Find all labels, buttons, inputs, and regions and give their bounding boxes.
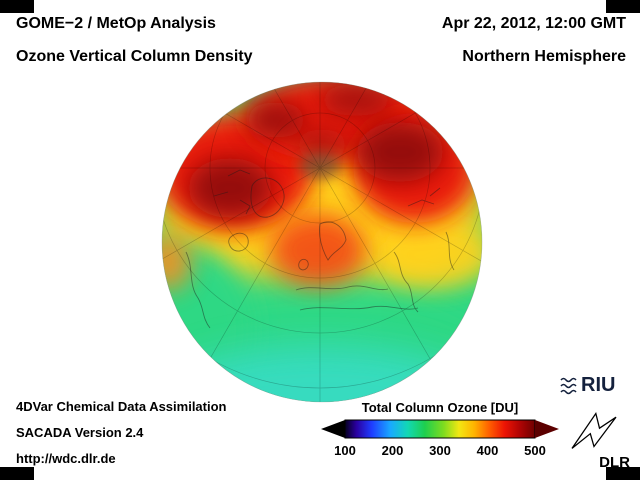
region-label: Northern Hemisphere xyxy=(462,48,626,65)
dlr-logo: DLR xyxy=(566,408,630,471)
pole-shading xyxy=(300,153,340,179)
corner-mark-top-right xyxy=(606,0,640,13)
ozone-high-europe xyxy=(270,214,366,286)
colorbar-left-arrow xyxy=(321,420,345,438)
riu-logo: RIU xyxy=(560,374,615,397)
quantity-title: Ozone Vertical Column Density xyxy=(16,48,253,65)
colorbar-ticks: 100 200 300 400 500 xyxy=(327,443,553,458)
datetime-label: Apr 22, 2012, 12:00 GMT xyxy=(441,15,626,32)
corner-mark-bottom-left xyxy=(0,467,34,480)
globe-limb xyxy=(161,81,483,403)
corner-mark-top-left xyxy=(0,0,34,13)
header-left: GOME−2 / MetOp Analysis Ozone Vertical C… xyxy=(16,14,253,80)
dlr-emblem-icon xyxy=(571,411,617,449)
colorbar-tick: 300 xyxy=(429,443,451,458)
riu-waves-icon xyxy=(560,377,577,394)
riu-logo-text: RIU xyxy=(581,374,616,396)
ozone-patch-left xyxy=(162,234,192,290)
assimilation-label: 4DVar Chemical Data Assimilation xyxy=(16,399,227,414)
colorbar-right-arrow xyxy=(535,420,559,438)
website-url: http://wdc.dlr.de xyxy=(16,451,116,466)
colorbar-tick: 500 xyxy=(524,443,546,458)
instrument-title: GOME−2 / MetOp Analysis xyxy=(16,15,216,32)
colorbar-tick: 100 xyxy=(334,443,356,458)
colorbar-title: Total Column Ozone [DU] xyxy=(361,400,519,415)
corner-mark-bottom-right xyxy=(606,467,640,480)
coastlines xyxy=(185,169,455,329)
dlr-logo-text: DLR xyxy=(599,454,630,471)
footer-credits: 4DVar Chemical Data Assimilation SACADA … xyxy=(16,399,227,477)
header-right: Apr 22, 2012, 12:00 GMT Northern Hemisph… xyxy=(442,14,626,80)
colorbar-gradient xyxy=(344,419,536,439)
colorbar-tick: 200 xyxy=(381,443,404,458)
colorbar xyxy=(321,419,559,439)
colorbar-tick: 400 xyxy=(476,443,499,458)
version-label: SACADA Version 2.4 xyxy=(16,425,144,440)
